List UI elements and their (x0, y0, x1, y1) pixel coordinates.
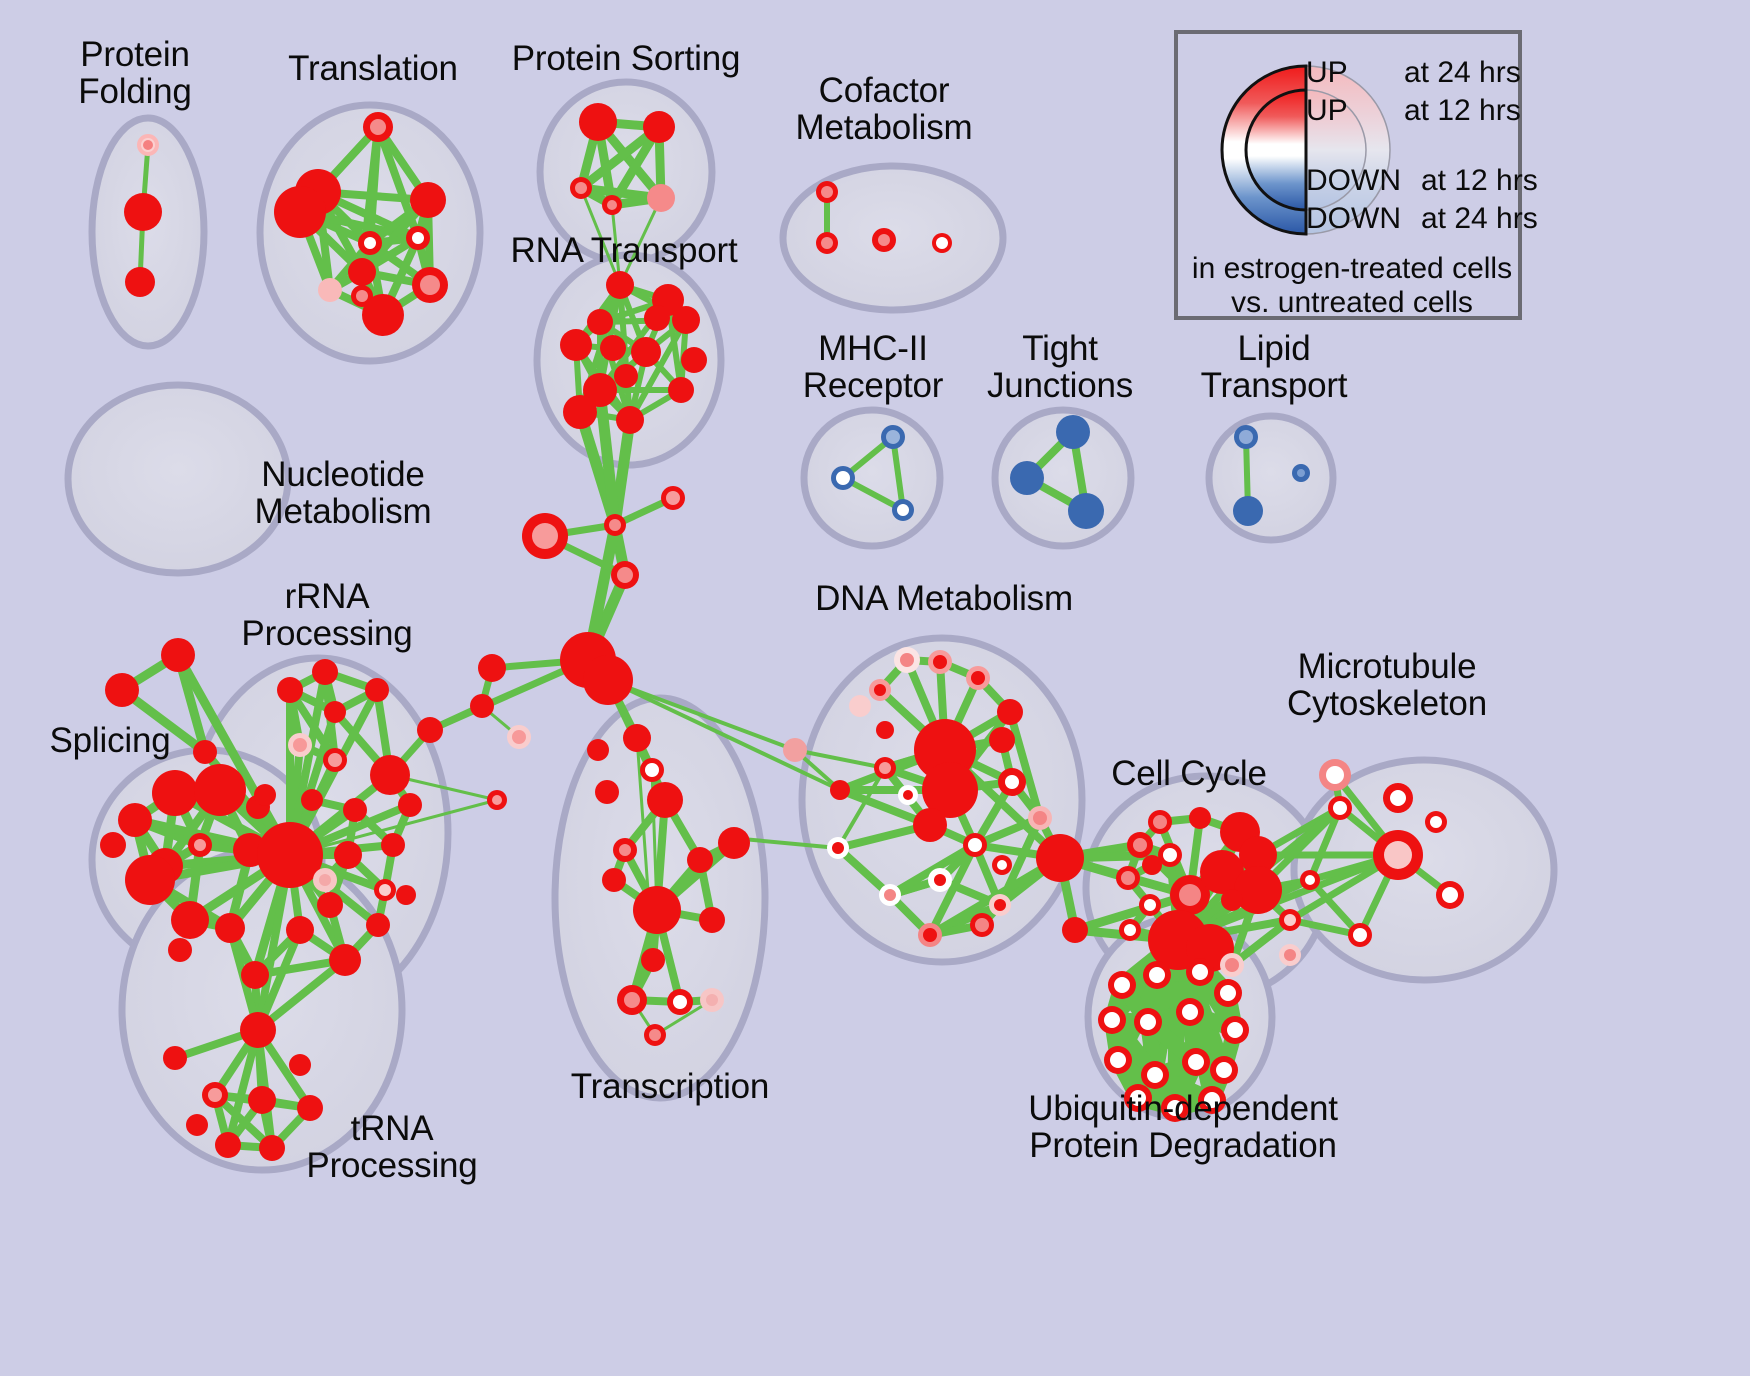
legend-time-up24: at 24 hrs (1404, 56, 1521, 89)
legend-state-down24: DOWN (1306, 202, 1401, 235)
blob-mhcii (800, 406, 944, 550)
legend-caption-line1: in estrogen-treated cells (1191, 252, 1513, 285)
cluster-label-mhc-ii: MHC-II Receptor (802, 329, 944, 406)
cluster-label-protein-folding: Protein Folding (78, 35, 192, 112)
blob-lipid-transport (1205, 412, 1337, 544)
cluster-label-translation: Translation (288, 49, 458, 88)
cluster-label-nucleotide-metab: Nucleotide Metabolism (254, 455, 432, 532)
cluster-label-tight-junctions: Tight Junctions (986, 329, 1134, 406)
legend-color-wheel (1220, 64, 1391, 236)
cluster-label-transcription: Transcription (570, 1067, 770, 1106)
legend-time-down24: at 24 hrs (1421, 202, 1538, 235)
legend-state-up24: UP (1306, 56, 1348, 89)
cluster-label-microtubule: Microtubule Cytoskeleton (1287, 647, 1487, 724)
cluster-label-ubiquitin: Ubiquitin-dependent Protein Degradation (1028, 1089, 1338, 1166)
cluster-label-cell-cycle: Cell Cycle (1111, 754, 1267, 793)
cluster-label-trna-processing: tRNA Processing (306, 1109, 478, 1186)
network-nodes (100, 103, 1464, 1161)
legend-state-down12: DOWN (1306, 164, 1401, 197)
cluster-label-protein-sorting: Protein Sorting (511, 39, 741, 78)
legend-caption-line2: vs. untreated cells (1231, 286, 1473, 319)
cluster-label-dna-metabolism: DNA Metabolism (815, 579, 1073, 618)
cluster-label-rrna-processing: rRNA Processing (241, 577, 413, 654)
legend-state-up12: UP (1306, 94, 1348, 127)
cluster-label-rna-transport: RNA Transport (510, 231, 738, 270)
legend-time-down12: at 12 hrs (1421, 164, 1538, 197)
blob-nucleotide (64, 381, 292, 577)
cluster-label-lipid-transport: Lipid Transport (1200, 329, 1348, 406)
cluster-label-cofactor-metab: Cofactor Metabolism (795, 71, 973, 148)
blob-protein-folding (88, 114, 208, 350)
legend-box: UP at 24 hrs UP at 12 hrs DOWN at 12 hrs… (1174, 30, 1538, 320)
legend-time-up12: at 12 hrs (1404, 94, 1521, 127)
cluster-label-splicing: Splicing (49, 721, 171, 760)
